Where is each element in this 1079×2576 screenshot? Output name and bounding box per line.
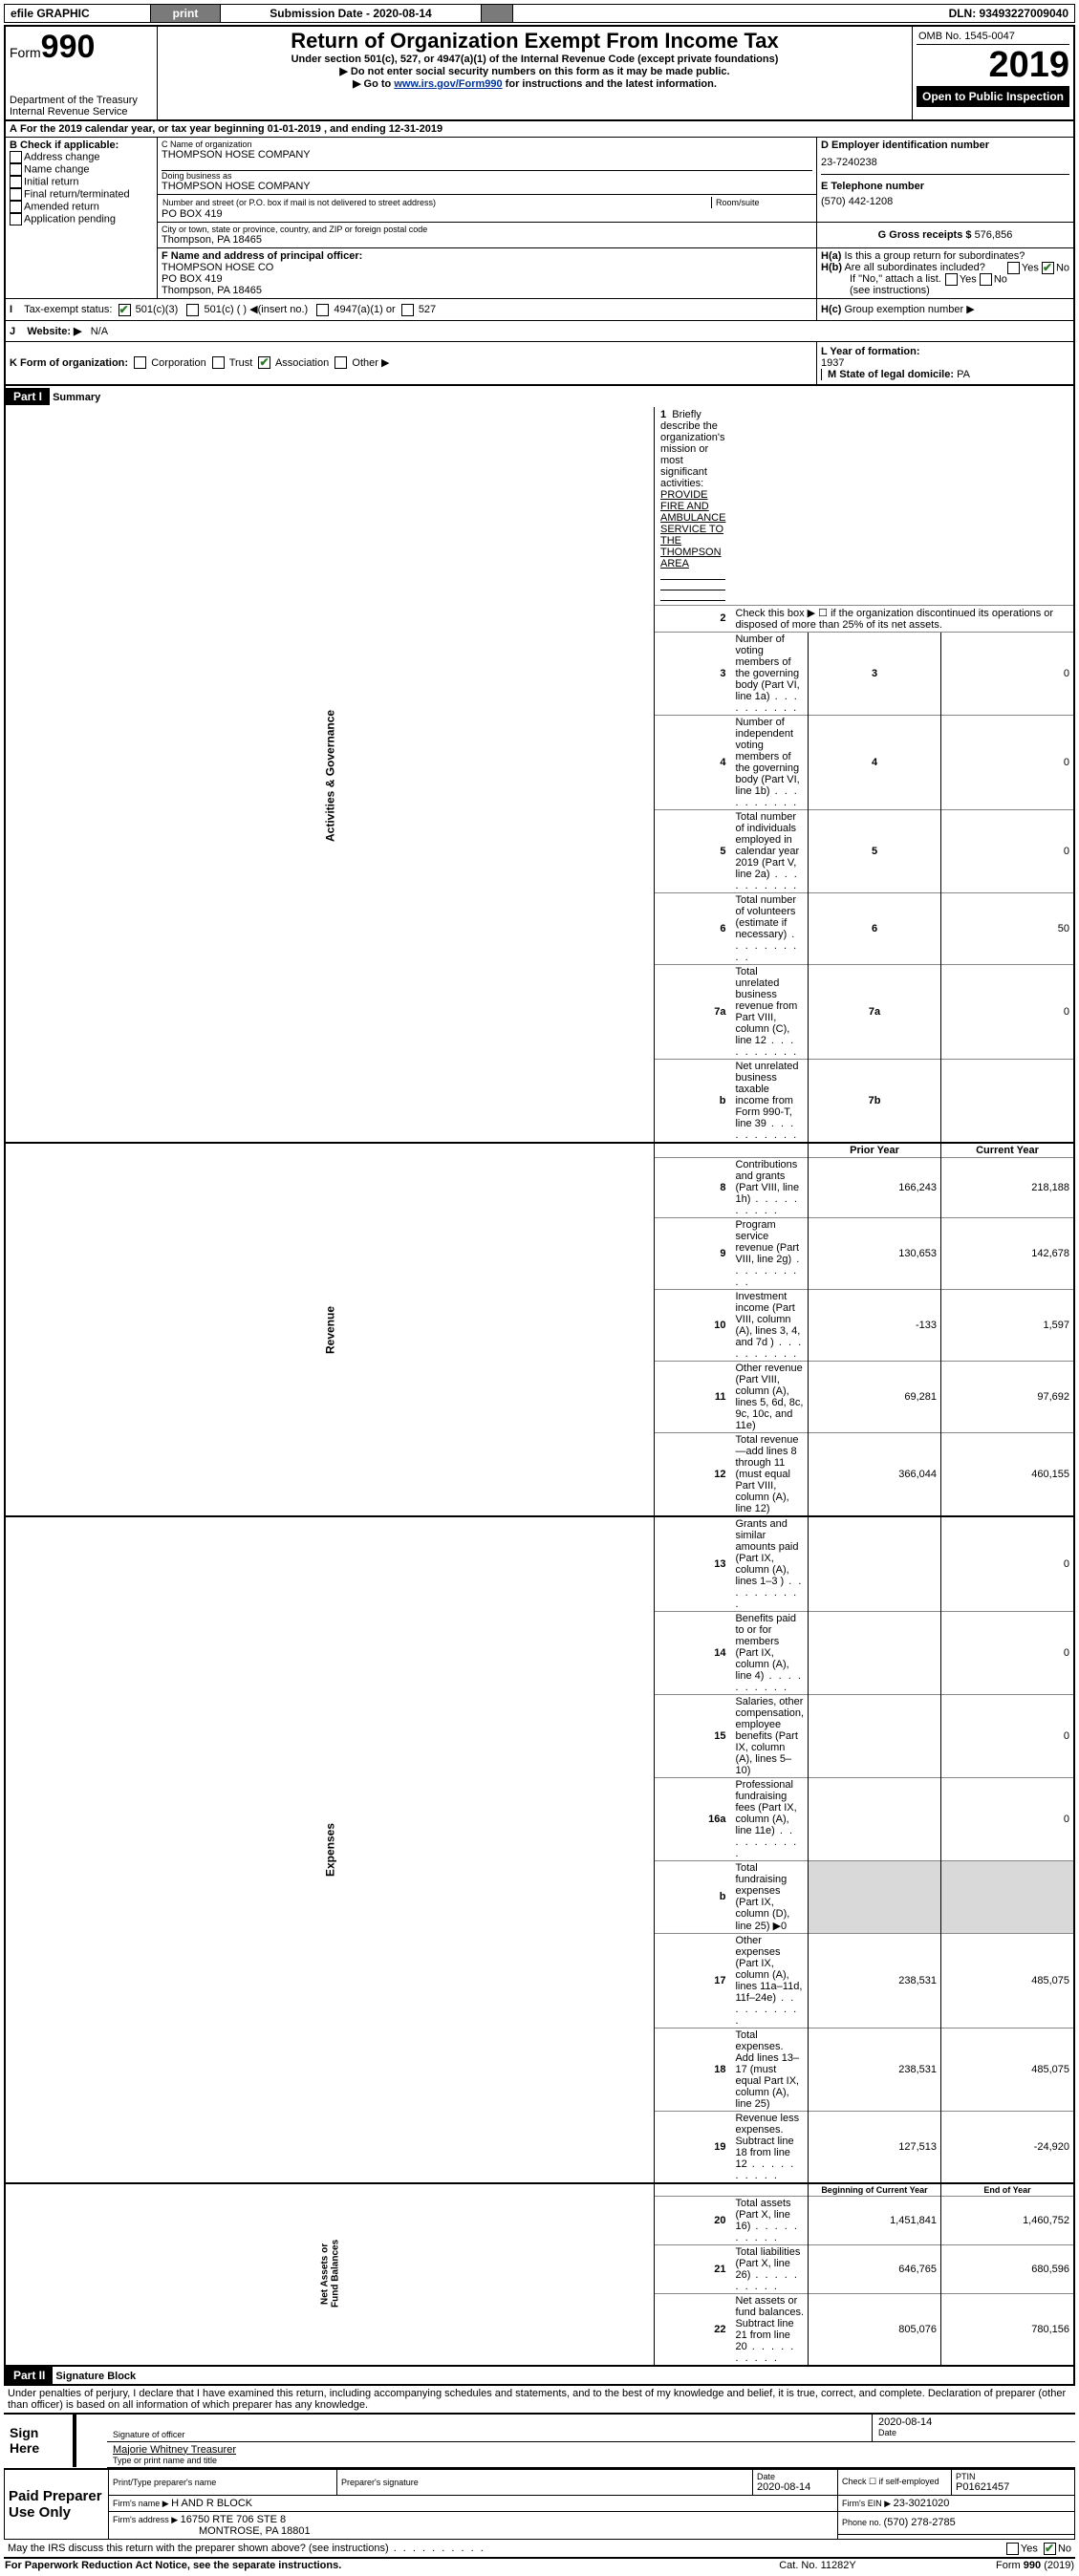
checkbox-name-change[interactable] xyxy=(10,163,22,176)
checkbox-amended[interactable] xyxy=(10,201,22,213)
form-subtitle-1: Under section 501(c), 527, or 4947(a)(1)… xyxy=(162,54,908,65)
dept-label: Department of the Treasury xyxy=(10,95,153,106)
dln: DLN: 93493227009040 xyxy=(513,5,1075,23)
i-4947[interactable] xyxy=(316,304,329,316)
i-527[interactable] xyxy=(401,304,414,316)
part-ii: Part II Signature Block xyxy=(4,2367,1075,2386)
k-corp[interactable] xyxy=(134,356,146,369)
footer: For Paperwork Reduction Act Notice, see … xyxy=(4,2559,1075,2572)
vert-netassets: Net Assets orFund Balances xyxy=(6,2183,654,2365)
phone-value: (570) 442-1208 xyxy=(821,192,1069,211)
section-i: I Tax-exempt status: 501(c)(3) 501(c) ( … xyxy=(5,299,817,321)
mission-text: PROVIDE FIRE AND AMBULANCE SERVICE TO TH… xyxy=(660,489,725,569)
section-h: H(a) Is this a group return for subordin… xyxy=(817,248,1075,299)
section-l-m: L Year of formation: 1937 M State of leg… xyxy=(817,341,1075,385)
discuss-line: May the IRS discuss this return with the… xyxy=(4,2540,1075,2559)
k-trust[interactable] xyxy=(212,356,225,369)
sign-here-block: Sign Here Signature of officer 2020-08-1… xyxy=(4,2413,1075,2468)
ein-value: 23-7240238 xyxy=(821,151,1069,174)
arrow-icon xyxy=(353,78,363,90)
ha-yes[interactable] xyxy=(1007,262,1020,274)
efile-label[interactable]: efile GRAPHIC xyxy=(5,5,151,23)
section-hc: H(c) Group exemption number ▶ xyxy=(817,299,1075,321)
checkbox-initial-return[interactable] xyxy=(10,176,22,188)
line-a: A For the 2019 calendar year, or tax yea… xyxy=(4,121,1075,137)
open-public: Open to Public Inspection xyxy=(917,86,1069,107)
part-i: Part I Summary Activities & Governance 1… xyxy=(4,386,1075,2367)
vert-revenue: Revenue xyxy=(6,1143,654,1516)
section-b: B Check if applicable: Address change Na… xyxy=(5,138,158,299)
checkbox-final-return[interactable] xyxy=(10,188,22,201)
section-c-name: C Name of organization THOMPSON HOSE COM… xyxy=(158,138,817,195)
arrow-icon xyxy=(339,66,350,77)
discuss-no[interactable] xyxy=(1044,2543,1056,2555)
hb-no[interactable] xyxy=(980,273,992,286)
checkbox-address-change[interactable] xyxy=(10,151,22,163)
perjury-text: Under penalties of perjury, I declare th… xyxy=(4,2386,1075,2413)
section-f: F Name and address of principal officer:… xyxy=(158,248,817,299)
section-d-e: D Employer identification number 23-7240… xyxy=(817,138,1075,223)
submission-date: Submission Date - 2020-08-14 xyxy=(221,5,482,23)
print-button[interactable]: print xyxy=(151,5,221,23)
officer-name: Majorie Whitney Treasurer xyxy=(113,2444,1069,2456)
paid-preparer-block: Paid Preparer Use Only Print/Type prepar… xyxy=(4,2468,1075,2540)
form-title: Return of Organization Exempt From Incom… xyxy=(162,29,908,54)
tax-year: 2019 xyxy=(917,45,1069,86)
checkbox-app-pending[interactable] xyxy=(10,213,22,225)
instructions-link[interactable]: www.irs.gov/Form990 xyxy=(394,78,502,90)
part-i-tag: Part I xyxy=(6,388,50,405)
discuss-yes[interactable] xyxy=(1006,2543,1019,2555)
vert-expenses: Expenses xyxy=(6,1516,654,2183)
hb-yes[interactable] xyxy=(945,273,958,286)
omb-number: OMB No. 1545-0047 xyxy=(917,29,1069,45)
section-g: G Gross receipts $ 576,856 xyxy=(817,223,1075,248)
form-label: Form990 xyxy=(10,29,153,66)
top-bar: efile GRAPHIC print Submission Date - 20… xyxy=(4,4,1075,23)
part-ii-tag: Part II xyxy=(6,2367,53,2384)
i-501c3[interactable] xyxy=(119,304,131,316)
section-c-addr: Number and street (or P.O. box if mail i… xyxy=(158,195,817,223)
section-k: K Form of organization: Corporation Trus… xyxy=(5,341,817,385)
section-c-city: City or town, state or province, country… xyxy=(158,223,817,248)
form-header: Form990 Department of the Treasury Inter… xyxy=(4,25,1075,121)
vert-activities: Activities & Governance xyxy=(6,407,654,1143)
irs-label: Internal Revenue Service xyxy=(10,106,153,118)
k-assoc[interactable] xyxy=(258,356,270,369)
i-501c[interactable] xyxy=(186,304,199,316)
section-j: J Website: ▶ N/A xyxy=(5,320,1074,341)
k-other[interactable] xyxy=(334,356,347,369)
ha-no[interactable] xyxy=(1042,262,1054,274)
entity-block: B Check if applicable: Address change Na… xyxy=(4,137,1075,386)
